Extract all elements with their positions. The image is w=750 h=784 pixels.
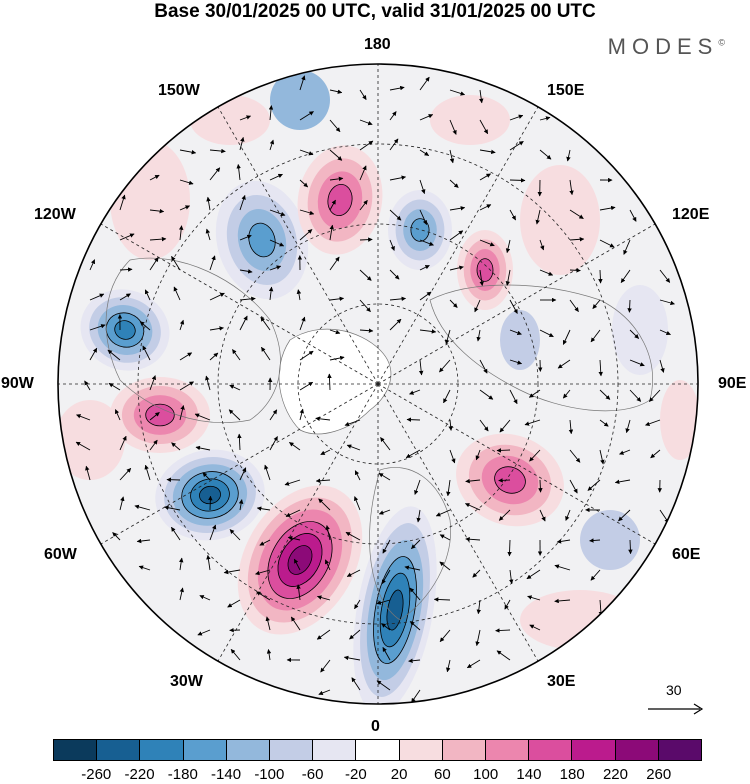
reference-vector-label: 30 xyxy=(666,682,682,698)
colorbar-tick-label: 180 xyxy=(560,766,585,783)
lon-label-120w: 120W xyxy=(34,206,76,224)
colorbar-tick-label: -260 xyxy=(81,766,111,783)
colorbar-swatch xyxy=(529,740,572,760)
wind-arrow xyxy=(540,480,541,492)
anomaly-patch xyxy=(190,95,270,145)
colorbar-swatch xyxy=(616,740,659,760)
wind-arrow xyxy=(210,496,211,510)
wind-arrow xyxy=(600,270,601,283)
colorbar-tick-label: -20 xyxy=(345,766,367,783)
wind-arrow xyxy=(630,540,631,554)
reference-vector-arrow xyxy=(646,700,706,718)
colorbar-tick-label: 20 xyxy=(391,766,408,783)
anomaly-patch xyxy=(430,95,510,145)
colorbar-swatch xyxy=(54,740,97,760)
colorbar-tick-label: 220 xyxy=(603,766,628,783)
anomaly-contour xyxy=(411,219,429,242)
colorbar-ticks: -260 -220 -180 -140 -100 -60 -20 20 60 100 140 180 2… xyxy=(53,766,702,784)
colorbar-swatch xyxy=(572,740,615,760)
lon-label-90w: 90W xyxy=(1,375,34,393)
anomaly-patch xyxy=(612,285,668,375)
wind-arrow xyxy=(510,180,525,181)
anomaly-patch xyxy=(520,165,600,275)
anomaly-patch xyxy=(660,380,700,460)
wind-arrow xyxy=(499,480,510,481)
colorbar-swatch xyxy=(313,740,356,760)
wind-arrow xyxy=(509,540,510,556)
anomaly-patch xyxy=(580,510,640,570)
wind-arrow xyxy=(360,239,372,240)
lon-label-150w: 150W xyxy=(158,82,200,100)
colorbar-swatch xyxy=(443,740,486,760)
lon-label-30e: 30E xyxy=(547,673,575,691)
lon-label-30w: 30W xyxy=(170,673,203,691)
wind-arrow xyxy=(407,420,420,421)
colorbar-tick-label: -180 xyxy=(168,766,198,783)
lon-label-180: 180 xyxy=(364,36,391,54)
colorbar-swatch xyxy=(227,740,270,760)
colorbar-swatch xyxy=(659,740,701,760)
wind-arrow xyxy=(570,270,580,271)
colorbar-tick-label: 140 xyxy=(516,766,541,783)
colorbar-tick-label: -100 xyxy=(254,766,284,783)
lon-label-150e: 150E xyxy=(547,82,584,100)
colorbar-tick-label: 100 xyxy=(473,766,498,783)
polar-map xyxy=(0,0,750,735)
lon-label-0: 0 xyxy=(371,718,380,736)
wind-arrow xyxy=(497,450,510,451)
colorbar-swatch xyxy=(270,740,313,760)
wind-arrow xyxy=(629,300,630,312)
colorbar-tick-label: 260 xyxy=(646,766,671,783)
colorbar-tick-label: -220 xyxy=(125,766,155,783)
lon-label-60w: 60W xyxy=(44,546,77,564)
colorbar-tick-label: 60 xyxy=(434,766,451,783)
lon-label-60e: 60E xyxy=(672,546,700,564)
anomaly-contour xyxy=(146,404,175,426)
anomaly-patch xyxy=(110,140,190,260)
colorbar xyxy=(53,739,702,761)
colorbar-swatch xyxy=(140,740,183,760)
colorbar-tick-label: -60 xyxy=(302,766,324,783)
anomaly-patch xyxy=(55,400,125,480)
colorbar-swatch xyxy=(356,740,399,760)
lon-label-90e: 90E xyxy=(718,375,746,393)
colorbar-swatch xyxy=(97,740,140,760)
colorbar-swatch xyxy=(486,740,529,760)
map-disk xyxy=(40,40,720,730)
anomaly-patch xyxy=(500,310,540,370)
colorbar-swatch xyxy=(400,740,443,760)
colorbar-tick-label: -140 xyxy=(211,766,241,783)
lon-label-120e: 120E xyxy=(672,206,709,224)
colorbar-swatch xyxy=(184,740,227,760)
